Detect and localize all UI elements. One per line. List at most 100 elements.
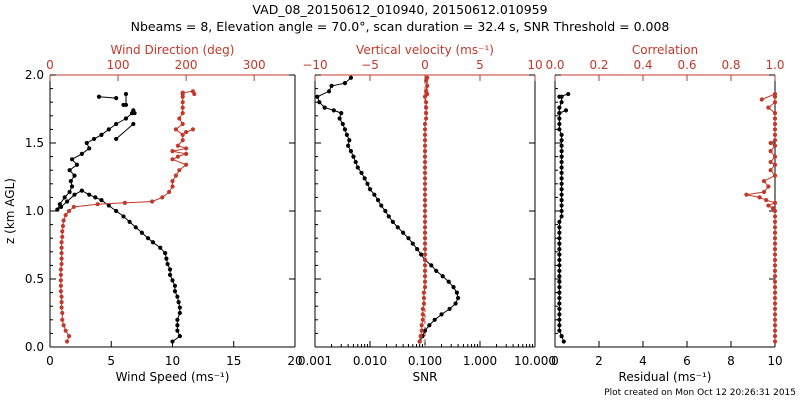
y-tick-label: 0.0 bbox=[25, 340, 44, 354]
data-point bbox=[559, 159, 564, 165]
data-point bbox=[557, 94, 562, 99]
data-point bbox=[422, 214, 428, 219]
data-point bbox=[177, 116, 182, 121]
data-point bbox=[772, 328, 778, 333]
data-point bbox=[58, 278, 63, 283]
data-point bbox=[772, 162, 778, 167]
data-point bbox=[379, 203, 384, 208]
data-point bbox=[59, 245, 64, 250]
bottom-tick-label: 10.000 bbox=[514, 354, 556, 368]
data-point bbox=[424, 100, 429, 105]
data-point bbox=[559, 181, 564, 186]
data-point bbox=[422, 121, 428, 127]
data-point bbox=[383, 208, 388, 214]
data-point bbox=[425, 75, 430, 80]
data-point bbox=[175, 323, 180, 328]
top-tick-label: 0.4 bbox=[633, 58, 652, 72]
data-point bbox=[559, 138, 564, 143]
data-point bbox=[317, 100, 322, 105]
data-point bbox=[351, 154, 356, 159]
data-point bbox=[180, 100, 185, 105]
data-point bbox=[766, 105, 771, 110]
data-point bbox=[59, 240, 64, 245]
data-point bbox=[401, 230, 406, 235]
data-point bbox=[422, 279, 428, 284]
data-point bbox=[180, 138, 185, 143]
data-point bbox=[772, 334, 778, 339]
data-point bbox=[180, 121, 185, 127]
data-point bbox=[557, 274, 562, 279]
data-point bbox=[421, 295, 426, 301]
data-point bbox=[559, 203, 564, 208]
data-point bbox=[770, 206, 775, 211]
data-point bbox=[768, 140, 773, 146]
data-point bbox=[422, 230, 428, 235]
data-point bbox=[390, 219, 395, 224]
data-point bbox=[170, 157, 175, 162]
data-point bbox=[559, 214, 564, 219]
data-point bbox=[772, 219, 778, 224]
data-point bbox=[79, 188, 84, 193]
data-point bbox=[72, 173, 77, 178]
data-point bbox=[65, 199, 70, 204]
data-point bbox=[58, 272, 63, 278]
data-point bbox=[175, 154, 181, 159]
data-point bbox=[121, 214, 126, 219]
data-point bbox=[557, 121, 562, 127]
data-point bbox=[559, 170, 564, 176]
data-point bbox=[406, 236, 411, 241]
series-line-1 bbox=[746, 93, 777, 342]
top-tick-label: 10 bbox=[527, 58, 542, 72]
data-point bbox=[764, 198, 769, 203]
data-point bbox=[58, 289, 63, 294]
data-point bbox=[72, 192, 77, 197]
data-point bbox=[180, 105, 185, 110]
data-point bbox=[422, 165, 428, 170]
bottom-tick-label: 10 bbox=[767, 354, 782, 368]
data-point bbox=[557, 246, 562, 252]
data-point bbox=[557, 241, 562, 246]
data-point bbox=[772, 121, 778, 127]
data-point bbox=[559, 334, 564, 339]
data-point bbox=[59, 251, 64, 256]
data-point bbox=[131, 121, 136, 127]
figure-title: VAD_08_20150612_010940, 20150612.010959 bbox=[252, 2, 547, 17]
data-point bbox=[557, 263, 562, 268]
data-point bbox=[170, 278, 175, 283]
data-point bbox=[422, 225, 428, 230]
data-point bbox=[106, 127, 111, 132]
top-tick-label: 5 bbox=[476, 58, 484, 72]
data-point bbox=[59, 300, 64, 305]
data-point bbox=[114, 96, 119, 101]
data-point bbox=[559, 154, 564, 159]
data-point bbox=[123, 91, 129, 97]
data-point bbox=[557, 301, 562, 306]
data-point bbox=[772, 268, 778, 273]
data-point bbox=[190, 127, 196, 132]
bottom-tick-label: 0.001 bbox=[298, 354, 332, 368]
data-point bbox=[772, 173, 778, 178]
data-point bbox=[559, 192, 564, 197]
data-point bbox=[422, 208, 428, 214]
data-point bbox=[60, 310, 65, 316]
data-point bbox=[557, 257, 562, 263]
data-point bbox=[67, 189, 72, 195]
data-point bbox=[170, 339, 175, 344]
data-point bbox=[353, 159, 358, 165]
data-point bbox=[557, 306, 562, 312]
data-point bbox=[60, 317, 65, 322]
data-point bbox=[427, 323, 432, 328]
data-point bbox=[106, 203, 111, 208]
data-point bbox=[66, 334, 72, 339]
data-point bbox=[772, 295, 778, 301]
data-point bbox=[69, 184, 75, 189]
data-point bbox=[566, 91, 571, 97]
data-point bbox=[559, 143, 564, 148]
data-point bbox=[170, 178, 175, 184]
data-point bbox=[772, 214, 778, 219]
data-point bbox=[557, 105, 562, 110]
data-point bbox=[561, 339, 566, 344]
data-point bbox=[177, 334, 182, 339]
data-point bbox=[768, 159, 773, 165]
